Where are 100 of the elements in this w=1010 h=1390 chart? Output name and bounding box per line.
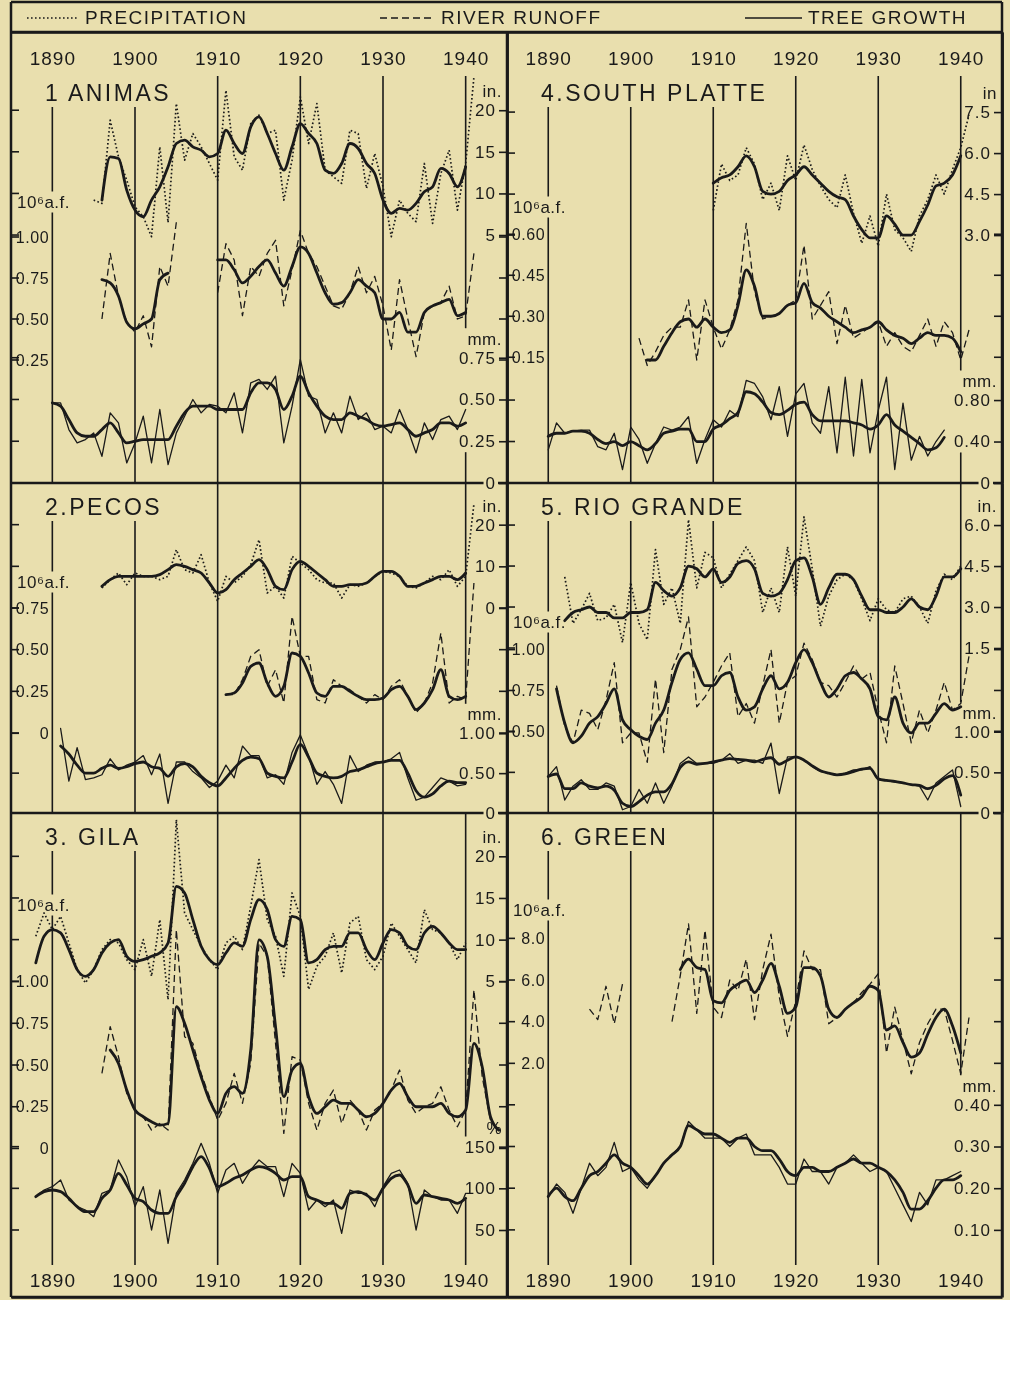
legend-label: RIVER RUNOFF (441, 6, 602, 28)
y-tick-label: 0 (39, 724, 50, 742)
x-tick-label: 1890 (29, 48, 76, 70)
x-tick-label: 1940 (443, 48, 490, 70)
y3-tick-label: 0.50 (458, 764, 496, 784)
x-tick-label: 1890 (525, 1270, 572, 1291)
y3-tick-label: 0.40 (953, 432, 991, 452)
text: 3. GILA (45, 824, 141, 850)
y2-tick-label: 7.5 (964, 103, 991, 123)
y3-tick-label: 1.00 (953, 722, 991, 742)
x-tick-label: 1920 (773, 48, 820, 70)
x-tick-label: 1900 (608, 48, 655, 70)
y-tick-label: 0 (39, 1140, 50, 1158)
y-tick-label: 2.0 (521, 1054, 546, 1072)
y2-tick-label: 0.10 (953, 1220, 991, 1240)
y2-tick-label: 4.5 (964, 556, 991, 576)
y-tick-label: 1.00 (15, 228, 50, 246)
x-tick-label: 1910 (195, 48, 242, 70)
x-tick-label: 1920 (773, 1270, 820, 1291)
y-axis-title: 10⁶a.f. (513, 612, 567, 632)
y-tick-label: 0.45 (511, 266, 546, 284)
y2-tick-label: 0.40 (953, 1095, 991, 1115)
y-axis-title: 10⁶a.f. (513, 197, 567, 217)
y2-tick-label: 0 (485, 598, 496, 618)
y-tick-label: 0.25 (15, 1098, 50, 1116)
y2-tick-label: 20 (475, 515, 496, 535)
y-axis-title: 10⁶a.f. (17, 192, 71, 212)
y-tick-label: 1.00 (511, 641, 546, 659)
y3-axis-title: mm. (962, 703, 997, 723)
y-tick-label: 0.75 (15, 269, 50, 287)
x-tick-label: 1890 (29, 1270, 76, 1291)
x-tick-label: 1890 (525, 48, 572, 70)
y2-tick-label: 6.0 (964, 144, 991, 164)
y-tick-label: 0.75 (15, 599, 50, 617)
y-axis-title: 10⁶a.f. (17, 572, 71, 592)
y3-axis-title: mm. (467, 704, 502, 724)
y3-tick-label: 0 (980, 803, 991, 823)
x-tick-label: 1930 (360, 1270, 407, 1291)
y3-tick-label: 0.75 (458, 348, 496, 368)
x-tick-label: 1900 (112, 1270, 159, 1291)
y2-axis-title: in. (482, 496, 502, 516)
y3-tick-label: 0.50 (953, 763, 991, 783)
y2-axis-title: mm. (962, 1076, 997, 1096)
text: 1 ANIMAS (45, 80, 172, 106)
y3-tick-label: 0.50 (458, 390, 496, 410)
x-tick-label: 1900 (608, 1270, 655, 1291)
y2-tick-label: 6.0 (964, 516, 991, 536)
y3-tick-label: 150 (464, 1137, 496, 1157)
x-tick-label: 1930 (360, 48, 407, 70)
y2-tick-label: 5 (485, 225, 496, 245)
text: 2.PECOS (45, 494, 163, 520)
legend-label: PRECIPITATION (85, 6, 248, 28)
y3-tick-label: 1.00 (458, 724, 496, 744)
y2-tick-label: 15 (475, 888, 496, 908)
text: 4.SOUTH PLATTE (541, 80, 768, 106)
y2-axis-title: in. (482, 827, 502, 847)
x-tick-label: 1930 (855, 48, 902, 70)
y2-axis-title: in. (977, 496, 997, 516)
x-tick-label: 1920 (277, 48, 324, 70)
y-tick-label: 0.50 (511, 722, 546, 740)
x-tick-label: 1910 (195, 1270, 242, 1291)
y3-axis-title: mm. (962, 371, 997, 391)
y-tick-label: 0.75 (15, 1014, 50, 1032)
y3-axis-title: mm. (467, 329, 502, 349)
x-tick-label: 1940 (443, 1270, 490, 1291)
y2-axis-title: in. (482, 81, 502, 101)
y-axis-title: 10⁶a.f. (513, 900, 567, 920)
y3-tick-label: 0.80 (953, 391, 991, 410)
x-tick-label: 1920 (277, 1270, 324, 1291)
y-tick-label: 6.0 (521, 971, 546, 989)
y2-tick-label: 10 (475, 557, 496, 577)
y2-tick-label: 0.30 (953, 1137, 991, 1157)
y-tick-label: 0.30 (511, 307, 546, 325)
y2-tick-label: 3.0 (964, 597, 991, 617)
y-tick-label: 1.00 (15, 973, 50, 991)
text: 6. GREEN (541, 824, 669, 850)
y2-tick-label: 3.0 (964, 226, 991, 246)
y3-tick-label: 0 (485, 473, 496, 493)
x-tick-label: 1940 (938, 1270, 985, 1291)
y3-tick-label: 50 (475, 1220, 496, 1240)
x-tick-label: 1900 (112, 48, 159, 70)
y-tick-label: 4.0 (521, 1013, 546, 1031)
y2-tick-label: 10 (475, 184, 496, 204)
x-tick-label: 1930 (855, 1270, 902, 1291)
x-tick-label: 1910 (690, 1270, 737, 1291)
y2-tick-label: 1.5 (964, 638, 991, 658)
y2-tick-label: 20 (475, 847, 496, 867)
y2-tick-label: 15 (475, 142, 496, 162)
y-tick-label: 0.50 (15, 641, 50, 659)
y3-tick-label: 0 (485, 803, 496, 823)
y2-axis-title: in (982, 83, 997, 103)
y3-tick-label: 100 (464, 1179, 496, 1199)
y-tick-label: 0.15 (511, 348, 546, 366)
y-tick-label: 0.25 (15, 351, 50, 369)
y2-tick-label: 20 (475, 101, 496, 121)
y-tick-label: 0.50 (15, 310, 50, 328)
legend-label: TREE GROWTH (808, 6, 967, 28)
x-tick-label: 1940 (938, 48, 985, 70)
y-tick-label: 0.50 (15, 1056, 50, 1074)
y3-tick-label: 0 (980, 473, 991, 493)
